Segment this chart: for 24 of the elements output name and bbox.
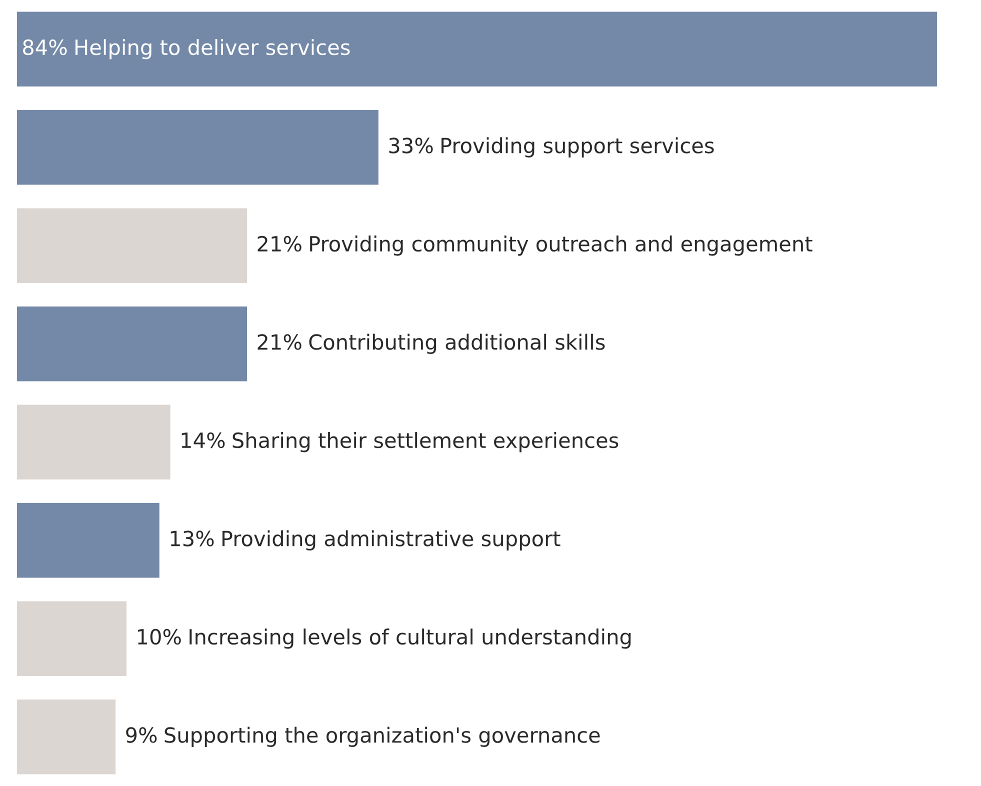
y-tick-label: Supporting the organization's governance: [164, 726, 600, 747]
y-tick-label: Contributing additional skills: [309, 334, 605, 354]
bar: [17, 404, 170, 480]
bar: [17, 306, 247, 382]
y-tick-label: Providing community outreach and engagement: [310, 236, 812, 256]
data-label: 9%: [126, 727, 157, 743]
y-tick-label: Providing support services: [442, 137, 714, 158]
y-tick-label: Helping to deliver services: [76, 39, 350, 60]
data-label: 21%: [258, 236, 302, 252]
bar: [17, 12, 937, 86]
bar: [17, 700, 116, 774]
bar: [17, 110, 378, 185]
bar: [17, 208, 247, 283]
bar: [17, 503, 160, 578]
bar: [17, 601, 127, 676]
data-label: 21%: [258, 334, 302, 350]
y-tick-label: Providing administrative support: [222, 530, 560, 550]
data-label: 84%: [23, 39, 67, 56]
data-label: 13%: [170, 530, 214, 546]
data-label: 10%: [138, 628, 181, 645]
data-label: 14%: [182, 432, 225, 448]
data-label: 33%: [389, 138, 433, 154]
y-tick-label: Increasing levels of cultural understanding: [190, 628, 631, 649]
y-tick-label: Sharing their settlement experiences: [232, 432, 618, 452]
